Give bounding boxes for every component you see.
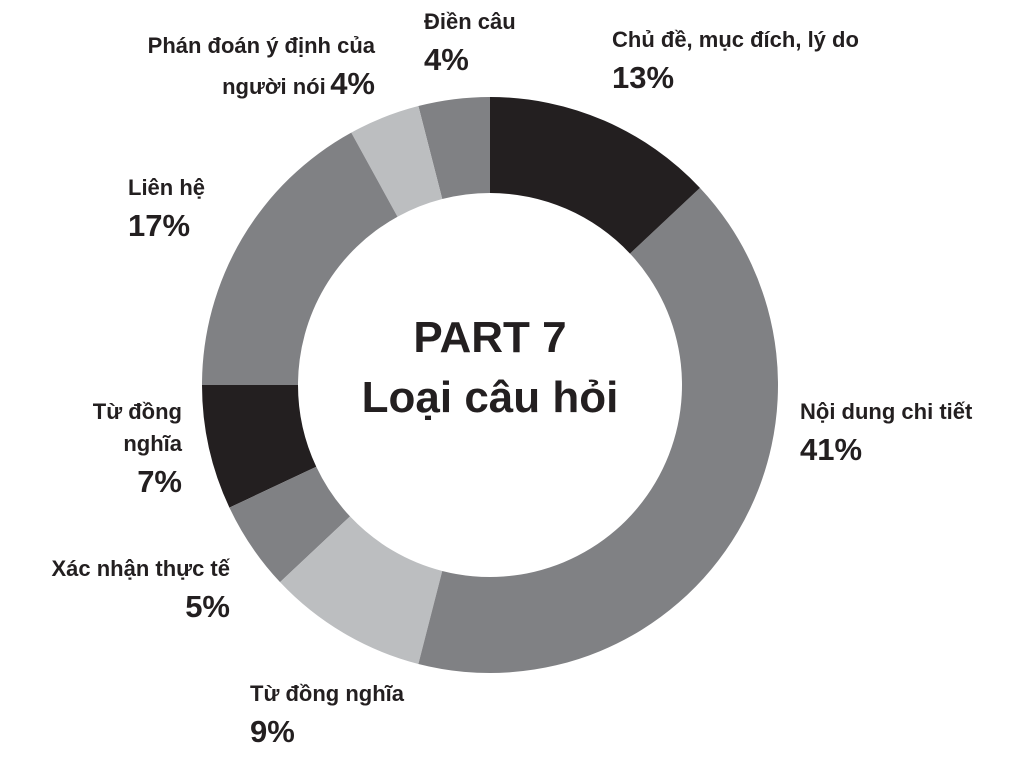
value-label: 5% bbox=[185, 588, 230, 624]
category-label: Từ đồng nghĩa bbox=[250, 681, 405, 706]
category-label: Liên hệ bbox=[128, 175, 206, 200]
donut-slice bbox=[229, 466, 351, 583]
category-label: Chủ đề, mục đích, lý do bbox=[612, 27, 859, 52]
slice-label: Điền câu 4% bbox=[424, 6, 564, 83]
donut-slice bbox=[202, 132, 398, 385]
donut-slice bbox=[280, 516, 443, 664]
value-label: 41% bbox=[800, 431, 863, 467]
chart-title: PART 7 bbox=[413, 313, 566, 362]
value-label: 4% bbox=[424, 41, 469, 77]
value-label: 7% bbox=[137, 463, 182, 499]
slice-label: Nội dung chi tiết 41% bbox=[800, 396, 1016, 473]
value-label: 9% bbox=[250, 713, 295, 749]
donut-slice bbox=[418, 187, 779, 674]
value-label: 4% bbox=[330, 65, 375, 101]
donut-slice bbox=[418, 97, 490, 200]
slice-label: Từ đồng nghĩa 9% bbox=[250, 678, 510, 755]
value-label: 17% bbox=[128, 207, 191, 243]
chart-subtitle: Loại câu hỏi bbox=[362, 373, 619, 422]
donut-slice bbox=[490, 97, 700, 254]
category-label: Nội dung chi tiết bbox=[800, 399, 973, 424]
slice-label: Liên hệ 17% bbox=[128, 172, 288, 249]
slice-label: Xác nhận thực tế 5% bbox=[0, 553, 230, 630]
donut-slice bbox=[351, 106, 443, 217]
value-label: 13% bbox=[612, 59, 675, 95]
category-label: Xác nhận thực tế bbox=[51, 556, 230, 581]
slice-label: Chủ đề, mục đích, lý do 13% bbox=[612, 24, 952, 101]
category-label: Điền câu bbox=[424, 9, 516, 34]
donut-slice bbox=[202, 385, 317, 508]
category-label: Từ đồng nghĩa bbox=[92, 399, 182, 456]
category-label: Phán đoán ý định của người nói bbox=[147, 33, 375, 99]
slice-label: Phán đoán ý định của người nói 4% bbox=[135, 30, 375, 107]
slice-label: Từ đồng nghĩa 7% bbox=[62, 396, 182, 505]
